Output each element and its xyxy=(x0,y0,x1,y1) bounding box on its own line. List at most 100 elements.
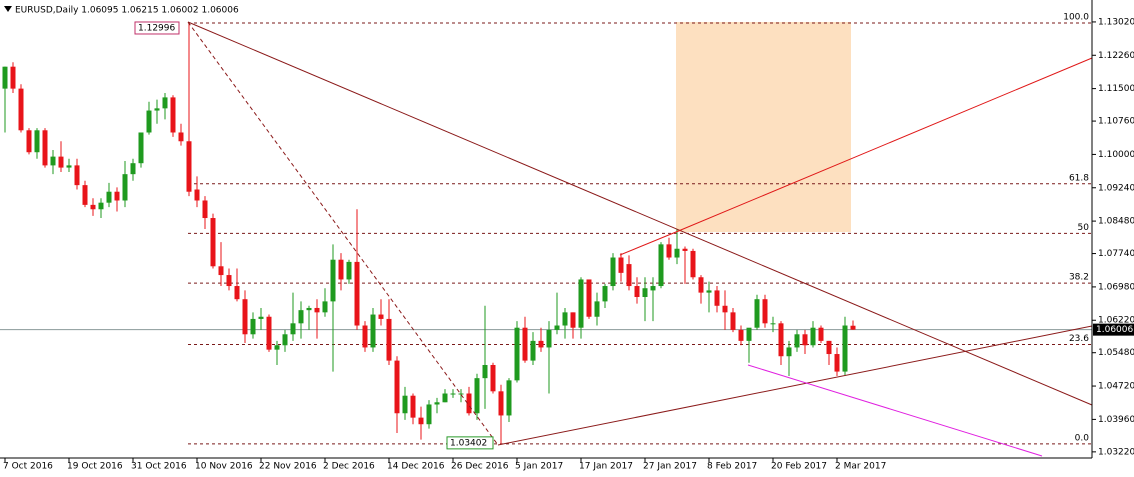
candle-body xyxy=(210,218,216,267)
candle-body xyxy=(714,290,720,306)
x-tick-label: 20 Feb 2017 xyxy=(771,462,827,472)
candle-body xyxy=(818,327,824,341)
candle-body xyxy=(322,301,328,313)
candle-body xyxy=(362,325,368,348)
candle-body xyxy=(850,325,856,330)
candle-body xyxy=(10,66,16,89)
candle-body xyxy=(338,259,344,280)
candle-body xyxy=(754,299,760,328)
candle-body xyxy=(130,163,136,175)
candle-body xyxy=(82,185,88,205)
candle-body xyxy=(346,261,352,280)
candle-body xyxy=(642,288,648,297)
dashed-trend-line xyxy=(187,21,499,446)
candle-body xyxy=(170,97,176,133)
candle-body xyxy=(706,290,712,293)
candle-body xyxy=(178,132,184,142)
candle-body xyxy=(274,345,280,350)
candle-body xyxy=(26,130,32,153)
candle-body xyxy=(730,312,736,330)
menu-triangle xyxy=(4,6,12,12)
price-annotation: 1.12996 xyxy=(138,23,175,33)
candle-body xyxy=(258,316,264,319)
candle-body xyxy=(514,327,520,381)
candle-body xyxy=(378,314,384,319)
x-tick-label: 8 Feb 2017 xyxy=(707,462,757,472)
candle-body xyxy=(266,316,272,350)
candle-body xyxy=(250,318,256,335)
y-tick-label: 1.10760 xyxy=(1098,117,1134,127)
plot xyxy=(0,22,1092,445)
x-tick-label: 22 Nov 2016 xyxy=(259,462,317,472)
candle-body xyxy=(586,279,592,317)
candle-body xyxy=(570,312,576,328)
candle-body xyxy=(650,286,656,291)
candle-body xyxy=(618,257,624,273)
candle-body xyxy=(122,174,128,201)
x-tick-label: 19 Oct 2016 xyxy=(67,462,123,472)
candle-body xyxy=(802,334,808,346)
candle-body xyxy=(498,391,504,416)
fib-label: 100.0 xyxy=(1063,12,1089,22)
candle-body xyxy=(690,250,696,278)
red-line xyxy=(619,57,1093,256)
y-tick-label: 1.07740 xyxy=(1098,249,1134,259)
magenta-line xyxy=(747,364,1043,457)
y-tick-label: 1.04720 xyxy=(1098,382,1134,392)
candle-body xyxy=(770,323,776,325)
candle-body xyxy=(810,327,816,346)
candle-body xyxy=(610,257,616,287)
candle-body xyxy=(202,200,208,219)
candle-body xyxy=(746,327,752,341)
candle-body xyxy=(186,141,192,192)
candle-body xyxy=(626,264,632,287)
trend-line xyxy=(187,21,1093,406)
candle-body xyxy=(594,301,600,317)
x-tick-label: 7 Oct 2016 xyxy=(3,462,53,472)
y-tick-label: 1.13020 xyxy=(1098,17,1134,27)
y-tick-label: 1.12260 xyxy=(1098,51,1134,61)
rectangle-zone xyxy=(676,22,851,232)
x-tick-label: 17 Jan 2017 xyxy=(579,462,633,472)
y-tick-label: 1.06220 xyxy=(1098,316,1134,326)
support-line xyxy=(497,325,1093,446)
fib-label: 61.8 xyxy=(1069,173,1089,183)
y-tick-label: 1.05480 xyxy=(1098,348,1134,358)
candle-body xyxy=(114,191,120,201)
candle-body xyxy=(466,393,472,414)
candle-body xyxy=(242,299,248,335)
current-price-label: 1.06006 xyxy=(1096,325,1133,335)
candle-body xyxy=(106,191,112,203)
candle-body xyxy=(306,307,312,311)
candle-body xyxy=(794,334,800,348)
x-tick-label: 26 Dec 2016 xyxy=(451,462,509,472)
candle-body xyxy=(50,156,56,166)
candle-body xyxy=(314,307,320,313)
candle-body xyxy=(506,380,512,416)
y-tick-label: 1.03960 xyxy=(1098,415,1134,425)
y-tick-label: 1.03220 xyxy=(1098,447,1134,457)
candle-body xyxy=(786,347,792,357)
candle-body xyxy=(218,266,224,276)
candle-body xyxy=(482,364,488,379)
candle-body xyxy=(434,402,440,405)
candle-body xyxy=(34,130,40,153)
candle-body xyxy=(282,334,288,346)
candle-body xyxy=(330,259,336,302)
current-price-box xyxy=(1093,323,1134,336)
candle-body xyxy=(410,395,416,418)
candle-body xyxy=(418,417,424,425)
candle-body xyxy=(194,189,200,201)
y-tick-label: 1.11500 xyxy=(1098,84,1134,94)
candle-body xyxy=(370,314,376,348)
candle-body xyxy=(490,364,496,392)
candle-body xyxy=(634,286,640,297)
x-tick-label: 31 Oct 2016 xyxy=(131,462,187,472)
y-tick-label: 1.09240 xyxy=(1098,183,1134,193)
price-annotation-box xyxy=(134,21,180,35)
candle-body xyxy=(826,340,832,355)
candle-body xyxy=(522,327,528,361)
candle-body xyxy=(18,88,24,131)
